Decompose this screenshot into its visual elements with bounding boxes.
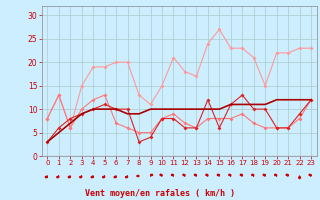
Text: Vent moyen/en rafales ( km/h ): Vent moyen/en rafales ( km/h ) xyxy=(85,189,235,198)
